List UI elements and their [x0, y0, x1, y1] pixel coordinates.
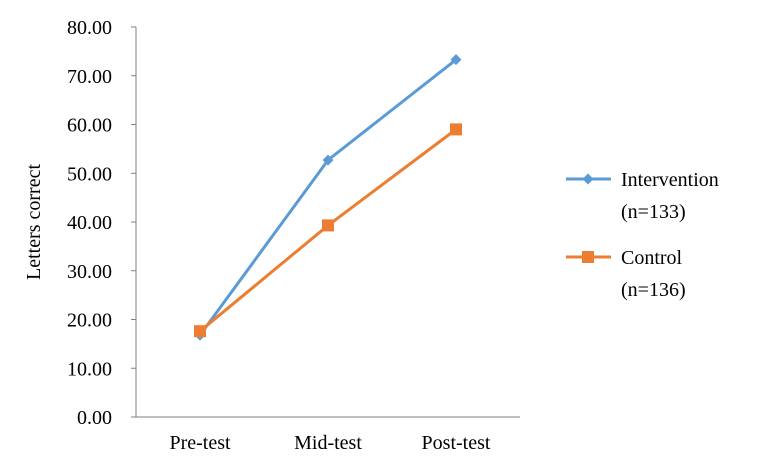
- y-tick-label: 70.00: [67, 66, 112, 88]
- data-point-1: [322, 219, 334, 232]
- legend-label: Control: [621, 247, 683, 269]
- x-category-label: Mid-test: [294, 432, 362, 454]
- x-category-label: Pre-test: [169, 432, 231, 454]
- x-category-label: Post-test: [422, 432, 491, 454]
- y-tick-label: 30.00: [67, 261, 112, 283]
- y-axis-title: Letters correct: [23, 164, 45, 280]
- y-tick-label: 80.00: [67, 17, 112, 39]
- y-tick-label: 10.00: [67, 358, 112, 380]
- legend-swatch-marker: [582, 251, 594, 263]
- x-axis-categories: Pre-test Mid-test Post-test: [169, 432, 490, 454]
- y-axis-ticks: 0.00 10.00 20.00 30.00 40.00 50.00 60.00 70.00 8…: [67, 17, 136, 429]
- legend: Intervention (n=133) Control (n=136): [566, 169, 719, 301]
- legend-label-count: (n=133): [621, 201, 686, 223]
- y-tick-label: 0.00: [77, 407, 112, 429]
- data-point-1: [194, 325, 206, 338]
- series-layer: [194, 54, 462, 341]
- data-point-0: [322, 154, 334, 166]
- data-point-1: [450, 123, 462, 136]
- y-tick-label: 40.00: [67, 212, 112, 234]
- y-tick-label: 20.00: [67, 310, 112, 332]
- legend-label-count: (n=136): [621, 279, 686, 301]
- series-line-0: [198, 58, 458, 337]
- legend-label: Intervention: [621, 169, 719, 191]
- y-tick-label: 50.00: [67, 163, 112, 185]
- legend-swatch-marker: [582, 173, 594, 185]
- y-tick-label: 60.00: [67, 115, 112, 137]
- data-point-0: [450, 54, 462, 66]
